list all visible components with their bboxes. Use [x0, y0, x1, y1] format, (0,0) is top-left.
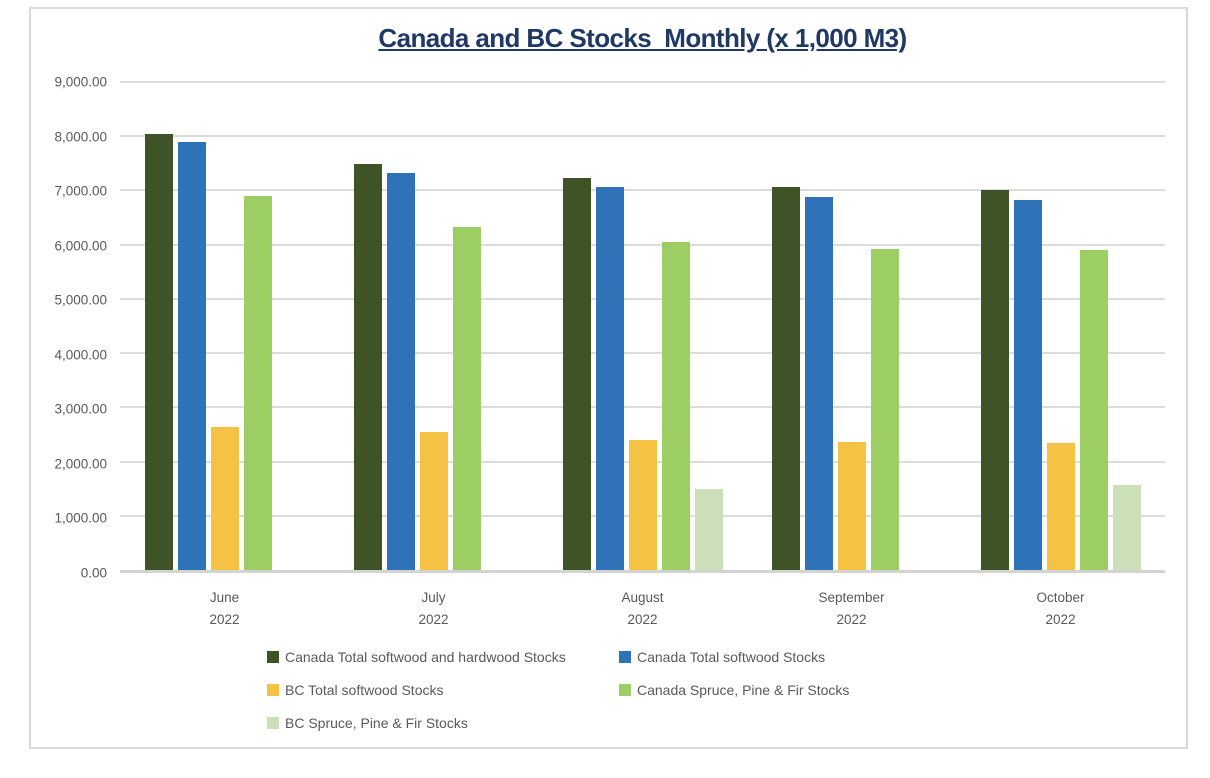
bar-canada-total-softwood-and-hardwood-stocks-september[interactable] [771, 187, 800, 570]
bar-group-october [956, 82, 1165, 570]
chart-title: Canada and BC Stocks Monthly (x 1,000 M3… [378, 23, 907, 53]
bar-group-july [329, 82, 538, 570]
bar-canada-total-softwood-and-hardwood-stocks-july[interactable] [353, 163, 382, 570]
bar-canada-spruce-pine-fir-stocks-july[interactable] [452, 227, 481, 570]
bar-bc-spruce-pine-fir-stocks-august[interactable] [694, 488, 723, 570]
x-axis-label-june: June 2022 [209, 590, 240, 627]
bar-group-august [538, 82, 747, 570]
chart-frame: Canada and BC Stocks Monthly (x 1,000 M3… [29, 7, 1188, 749]
bar-canada-spruce-pine-fir-stocks-october[interactable] [1079, 249, 1108, 570]
legend-label: BC Spruce, Pine & Fir Stocks [285, 715, 468, 731]
x-axis-label-september: September 2022 [818, 590, 885, 627]
legend-row: BC Spruce, Pine & Fir Stocks [267, 714, 849, 732]
y-axis-tick-label: 9,000.00 [54, 74, 107, 90]
legend-swatch [267, 717, 279, 729]
legend-label: Canada Total softwood and hardwood Stock… [285, 649, 566, 665]
legend-item-bc-spruce-pine-fir-stocks[interactable]: BC Spruce, Pine & Fir Stocks [267, 715, 619, 731]
y-axis-tick-label: 0.00 [80, 565, 107, 581]
legend-swatch [267, 684, 279, 696]
bar-group-june [120, 82, 329, 570]
legend-item-canada-total-softwood-and-hardwood-stocks[interactable]: Canada Total softwood and hardwood Stock… [267, 649, 619, 665]
gridline [120, 189, 1165, 192]
legend-label: Canada Total softwood Stocks [637, 649, 826, 665]
y-axis: 0.00 1,000.00 2,000.00 3,000.00 4,000.00 5,00… [31, 75, 107, 581]
bar-bc-total-softwood-stocks-june[interactable] [210, 426, 239, 570]
legend-swatch [619, 684, 631, 696]
gridline [120, 81, 1165, 83]
legend-item-bc-total-softwood-stocks[interactable]: BC Total softwood Stocks [267, 682, 619, 698]
legend-swatch [619, 651, 631, 663]
bar-canada-total-softwood-stocks-september[interactable] [804, 196, 833, 570]
legend-item-canada-total-softwood-stocks[interactable]: Canada Total softwood Stocks [619, 649, 825, 665]
bar-bc-total-softwood-stocks-july[interactable] [419, 431, 448, 570]
legend-swatch [267, 651, 279, 663]
bar-canada-spruce-pine-fir-stocks-june[interactable] [243, 196, 272, 570]
y-axis-tick-label: 6,000.00 [54, 238, 107, 254]
plot-area [120, 81, 1165, 573]
legend-label: Canada Spruce, Pine & Fir Stocks [637, 682, 850, 698]
y-axis-tick-label: 7,000.00 [54, 183, 107, 199]
gridline [120, 352, 1165, 355]
gridline [120, 243, 1165, 246]
y-axis-tick-label: 1,000.00 [54, 510, 107, 526]
legend-item-canada-spruce-pine-fir-stocks[interactable]: Canada Spruce, Pine & Fir Stocks [619, 682, 849, 698]
x-axis-label-august: August 2022 [621, 590, 664, 627]
bar-canada-total-softwood-stocks-june[interactable] [177, 142, 206, 570]
bar-canada-total-softwood-stocks-august[interactable] [595, 187, 624, 570]
y-axis-tick-label: 5,000.00 [54, 292, 107, 308]
bar-canada-total-softwood-stocks-july[interactable] [386, 173, 415, 570]
bar-bc-total-softwood-stocks-august[interactable] [628, 440, 657, 570]
x-axis-label-october: October 2022 [1036, 590, 1085, 627]
gridline [120, 135, 1165, 138]
y-axis-tick-label: 3,000.00 [54, 401, 107, 417]
bar-canada-total-softwood-and-hardwood-stocks-october[interactable] [980, 189, 1009, 570]
legend-row: Canada Total softwood and hardwood Stock… [267, 648, 849, 666]
bar-canada-spruce-pine-fir-stocks-august[interactable] [661, 241, 690, 570]
x-axis: June 2022 July 2022 August 2022 September 2022 O… [120, 587, 1165, 631]
bar-group-september [747, 82, 956, 570]
bar-canada-total-softwood-and-hardwood-stocks-august[interactable] [562, 177, 591, 570]
gridline [120, 406, 1165, 409]
gridline [120, 297, 1165, 300]
bar-canada-total-softwood-stocks-october[interactable] [1013, 199, 1042, 570]
legend-label: BC Total softwood Stocks [285, 682, 444, 698]
y-axis-tick-label: 2,000.00 [54, 456, 107, 472]
y-axis-tick-label: 8,000.00 [54, 129, 107, 145]
legend: Canada Total softwood and hardwood Stock… [267, 648, 849, 747]
bar-canada-spruce-pine-fir-stocks-september[interactable] [870, 249, 899, 570]
bar-bc-total-softwood-stocks-october[interactable] [1046, 443, 1075, 570]
bar-groups [120, 82, 1165, 570]
x-axis-label-july: July 2022 [418, 590, 449, 627]
bar-bc-spruce-pine-fir-stocks-october[interactable] [1112, 485, 1141, 570]
bar-bc-total-softwood-stocks-september[interactable] [837, 441, 866, 570]
legend-row: BC Total softwood Stocks Canada Spruce, P… [267, 681, 849, 699]
bar-canada-total-softwood-and-hardwood-stocks-june[interactable] [144, 134, 173, 570]
y-axis-tick-label: 4,000.00 [54, 347, 107, 363]
